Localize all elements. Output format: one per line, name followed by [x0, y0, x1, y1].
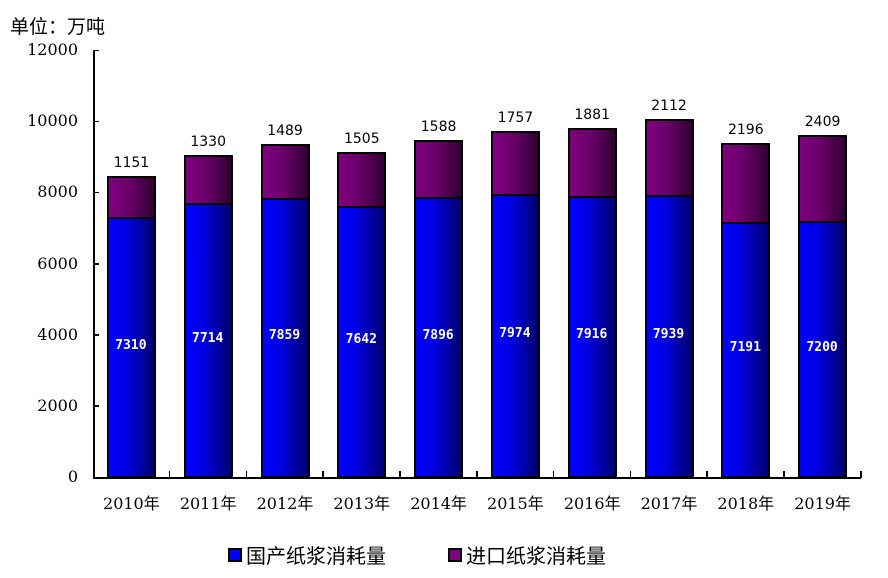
- data-label-imported: 1588: [420, 118, 457, 135]
- data-label-imported: 1151: [113, 154, 150, 171]
- y-tick-label: 8000: [37, 182, 78, 202]
- data-label-domestic: 7310: [115, 337, 147, 353]
- data-label-domestic: 7642: [345, 332, 377, 348]
- data-label-domestic: 7191: [729, 340, 761, 356]
- x-tick-label: 2010年: [103, 494, 160, 513]
- y-tick-label: 4000: [37, 324, 78, 344]
- bar-domestic: [567, 195, 617, 478]
- bar-imported: [721, 142, 771, 224]
- data-label-domestic: 7200: [806, 339, 838, 355]
- data-label-domestic: 7859: [268, 328, 301, 344]
- data-label-imported: 2409: [804, 114, 841, 131]
- data-label-imported: 1505: [343, 130, 380, 147]
- x-tick-label: 2018年: [717, 494, 775, 513]
- x-tick: [783, 471, 785, 478]
- x-tick-label: 2017年: [640, 494, 698, 513]
- data-label-imported: 1330: [190, 134, 226, 151]
- data-label-domestic: 7939: [652, 326, 685, 342]
- data-label-domestic: 7916: [576, 327, 608, 343]
- bar-imported: [567, 128, 617, 198]
- y-tick: [93, 49, 99, 51]
- bar-imported: [106, 175, 156, 220]
- data-label-domestic: 7714: [192, 330, 224, 346]
- y-tick-label: 10000: [27, 111, 78, 131]
- bar-imported: [337, 151, 387, 208]
- legend-label-domestic: 国产纸浆消耗量: [246, 544, 386, 568]
- x-tick-label: 2015年: [487, 494, 544, 513]
- bar-imported: [490, 130, 540, 196]
- y-tick-label: 12000: [27, 40, 78, 59]
- bar-imported: [798, 135, 848, 224]
- x-tick: [860, 471, 862, 478]
- legend: 国产纸浆消耗量 进口纸浆消耗量: [228, 540, 606, 569]
- data-label-imported: 2196: [727, 121, 764, 138]
- y-tick: [93, 476, 99, 478]
- x-tick-label: 2019年: [794, 494, 851, 513]
- y-tick: [93, 191, 99, 194]
- bar-domestic: [721, 221, 771, 478]
- legend-swatch-domestic: [228, 547, 242, 562]
- y-tick: [93, 334, 99, 336]
- y-tick: [93, 120, 99, 123]
- x-tick-label: 2011年: [179, 494, 237, 513]
- data-label-domestic: 7896: [422, 327, 454, 343]
- x-tick-label: 2013年: [333, 494, 391, 513]
- x-tick: [629, 471, 632, 478]
- x-tick: [552, 471, 555, 478]
- bar-domestic: [260, 197, 310, 478]
- data-label-imported: 2112: [651, 98, 687, 115]
- x-axis: [93, 477, 861, 479]
- y-tick-label: 0: [67, 467, 78, 486]
- bar-domestic: [414, 196, 464, 478]
- x-tick-label: 2016年: [563, 494, 621, 513]
- y-tick-label: 6000: [37, 253, 78, 273]
- x-tick: [706, 471, 708, 478]
- legend-item-imported: 进口纸浆消耗量: [448, 540, 606, 569]
- data-label-domestic: 7974: [499, 326, 531, 342]
- bar-domestic: [644, 194, 694, 478]
- bar-domestic: [490, 193, 540, 478]
- bar-domestic: [798, 220, 848, 478]
- x-tick-label: 2012年: [256, 494, 314, 513]
- bar-imported: [183, 155, 233, 205]
- legend-label-imported: 进口纸浆消耗量: [466, 544, 606, 568]
- bar-imported: [260, 144, 310, 200]
- x-tick: [168, 471, 171, 478]
- data-label-imported: 1489: [267, 123, 303, 140]
- legend-item-domestic: 国产纸浆消耗量: [228, 540, 386, 569]
- x-tick: [245, 471, 248, 478]
- legend-swatch-imported: [448, 547, 462, 562]
- data-label-imported: 1757: [497, 109, 534, 126]
- unit-label: 单位：万吨: [10, 16, 106, 38]
- y-tick-label: 2000: [37, 395, 78, 415]
- y-tick: [93, 405, 99, 407]
- x-tick: [322, 471, 324, 478]
- y-tick: [93, 263, 99, 265]
- bar-imported: [414, 139, 464, 199]
- x-tick: [399, 471, 401, 478]
- data-label-imported: 1881: [574, 107, 610, 124]
- x-tick-label: 2014年: [410, 494, 467, 513]
- x-tick: [476, 471, 478, 478]
- bar-imported: [644, 119, 694, 197]
